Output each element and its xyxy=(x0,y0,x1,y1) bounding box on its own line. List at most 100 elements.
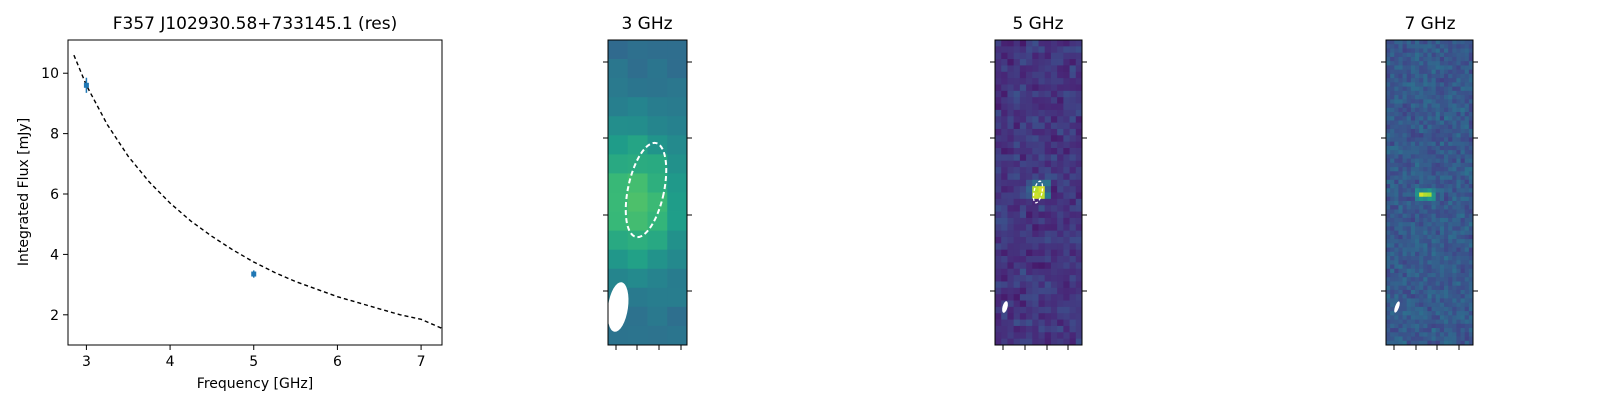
heatmap-cell xyxy=(1386,69,1391,75)
heatmap-cell xyxy=(1427,73,1432,79)
heatmap-cell xyxy=(1423,196,1428,202)
heatmap-cell xyxy=(1007,338,1015,346)
heatmap-cell xyxy=(1406,171,1412,176)
heatmap-cell xyxy=(1394,264,1399,270)
heatmap-cell xyxy=(1444,90,1449,96)
heatmap-cell xyxy=(1460,86,1466,92)
heatmap-cell xyxy=(1032,236,1039,244)
heatmap-cell xyxy=(1390,99,1395,104)
heatmap-cell xyxy=(1402,311,1408,316)
heatmap-cell xyxy=(1019,59,1027,66)
heatmap-cell xyxy=(1415,213,1420,219)
heatmap-cell xyxy=(1431,226,1437,232)
heatmap-cell xyxy=(1415,103,1420,109)
heatmap-cell xyxy=(1007,287,1015,295)
heatmap-cell xyxy=(1390,205,1395,210)
heatmap-cell xyxy=(1013,319,1021,327)
heatmap-cell xyxy=(1394,133,1399,138)
heatmap-cell xyxy=(1419,48,1424,54)
heatmap-cell xyxy=(1448,260,1453,265)
heatmap-cell xyxy=(1026,128,1033,136)
heatmap-cell xyxy=(1427,234,1432,240)
heatmap-cell xyxy=(1386,61,1391,66)
heatmap-cell xyxy=(627,40,648,60)
heatmap-cell xyxy=(1423,239,1428,244)
heatmap-cell xyxy=(1456,306,1461,312)
heatmap-cell xyxy=(1448,306,1453,312)
heatmap-cell xyxy=(1390,145,1395,151)
heatmap-cell xyxy=(1423,44,1428,49)
heatmap-cell xyxy=(1050,84,1058,92)
heatmap-cell xyxy=(1444,222,1449,227)
heatmap-cell xyxy=(1410,188,1416,193)
heatmap-cell xyxy=(1464,234,1470,240)
heatmap-cell xyxy=(1444,167,1449,172)
heatmap-cell xyxy=(1427,44,1432,49)
heatmap-cell xyxy=(1423,289,1428,295)
heatmap-cell xyxy=(1435,107,1441,113)
heatmap-cell xyxy=(1464,264,1470,270)
heatmap-cell xyxy=(667,135,688,155)
heatmap-cell xyxy=(608,78,629,98)
heatmap-cell xyxy=(1427,264,1432,270)
heatmap-cell xyxy=(1057,205,1064,212)
heatmap-cell xyxy=(1444,69,1449,75)
heatmap-cell xyxy=(1444,112,1449,117)
heatmap-cell xyxy=(1075,281,1083,289)
heatmap-cell xyxy=(1001,281,1008,289)
heatmap-cell xyxy=(1435,336,1441,342)
heatmap-cell xyxy=(1444,311,1449,316)
heatmap-cell xyxy=(1050,122,1058,130)
heatmap-cell xyxy=(667,116,688,136)
heatmap-cell xyxy=(1044,179,1052,187)
heatmap-cell xyxy=(1001,262,1008,270)
heatmap-cell xyxy=(1019,52,1027,60)
heatmap-cell xyxy=(1468,230,1474,236)
heatmap-cell xyxy=(1063,268,1070,276)
heatmap-cell xyxy=(1406,289,1412,295)
heatmap-cell xyxy=(1398,112,1403,117)
heatmap-cell xyxy=(1423,217,1428,223)
heatmap-cell xyxy=(1427,56,1432,62)
heatmap-cell xyxy=(995,109,1002,117)
heatmap-cell xyxy=(1448,239,1453,244)
heatmap-cell xyxy=(1415,40,1420,45)
heatmap-cell xyxy=(1468,213,1474,219)
heatmap-cell xyxy=(1444,226,1449,232)
heatmap-cell xyxy=(1410,256,1416,261)
heatmap-cell xyxy=(1390,73,1395,79)
heatmap-cell xyxy=(1386,137,1391,143)
heatmap-cell xyxy=(1402,234,1408,240)
heatmap-cell xyxy=(1410,65,1416,71)
heatmap-cell xyxy=(647,135,668,155)
heatmap-cell xyxy=(1460,281,1466,287)
heatmap-cell xyxy=(1448,319,1453,325)
heatmap-cell xyxy=(1063,249,1070,257)
heatmap-cell xyxy=(1007,294,1015,301)
heatmap-cell xyxy=(1402,192,1408,198)
heatmap-cell xyxy=(1452,73,1457,79)
heatmap-cell xyxy=(1390,150,1395,155)
heatmap-cell xyxy=(1390,226,1395,232)
heatmap-cell xyxy=(1026,281,1033,289)
heatmap-cell xyxy=(1390,141,1395,147)
heatmap-cell xyxy=(1468,315,1474,320)
heatmap-cell xyxy=(1398,264,1403,270)
heatmap-cell xyxy=(1402,52,1408,58)
heatmap-cell xyxy=(1057,141,1064,149)
heatmap-cell xyxy=(1386,162,1391,168)
heatmap-cell xyxy=(1427,78,1432,83)
heatmap-cell xyxy=(1019,154,1027,162)
heatmap-cell xyxy=(1007,249,1015,257)
heatmap-cell xyxy=(1406,298,1412,304)
heatmap-cell xyxy=(1435,268,1441,274)
heatmap-cell xyxy=(1439,73,1445,79)
heatmap-cell xyxy=(1460,40,1466,45)
heatmap-cell xyxy=(1410,281,1416,287)
heatmap-cell xyxy=(1439,171,1445,176)
heatmap-cell xyxy=(1435,226,1441,232)
heatmap-cell xyxy=(1464,175,1470,181)
heatmap-cell xyxy=(1423,298,1428,304)
heatmap-cell xyxy=(1390,209,1395,215)
heatmap-cell xyxy=(1427,281,1432,287)
